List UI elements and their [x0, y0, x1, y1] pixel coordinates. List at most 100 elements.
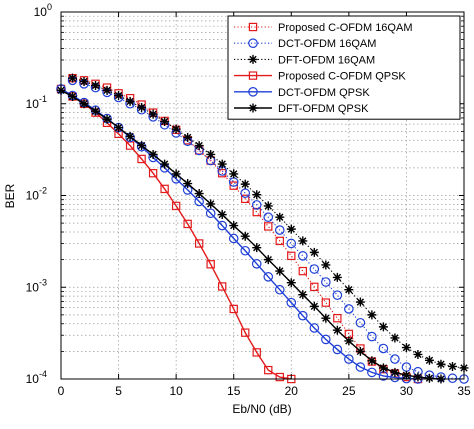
- x-tick-label: 0: [58, 384, 65, 398]
- data-point: [309, 323, 320, 333]
- series-line: [72, 79, 465, 380]
- series-5: [56, 85, 446, 384]
- data-point: [275, 372, 284, 382]
- data-point: [240, 231, 250, 241]
- series-3: [56, 84, 296, 384]
- data-point: [367, 356, 377, 366]
- data-point: [171, 201, 181, 211]
- data-point: [321, 298, 331, 307]
- legend-marker: [248, 54, 258, 64]
- data-point: [309, 264, 320, 274]
- data-point: [436, 359, 446, 369]
- x-tick-label: 15: [227, 384, 241, 398]
- data-point: [321, 277, 331, 287]
- data-point: [160, 117, 170, 127]
- legend-label: DCT-OFDM 16QAM: [278, 38, 376, 50]
- data-point: [332, 290, 343, 300]
- legend-marker: [248, 87, 258, 97]
- legend-label: Proposed C-OFDM 16QAM: [278, 22, 412, 34]
- data-point: [355, 297, 365, 307]
- data-point: [310, 282, 319, 292]
- series-2: [68, 73, 469, 373]
- data-point: [321, 313, 331, 323]
- data-point: [217, 210, 227, 220]
- data-point: [240, 245, 251, 256]
- data-point: [332, 344, 343, 355]
- data-point: [194, 239, 204, 248]
- data-point: [137, 154, 146, 164]
- data-point: [218, 282, 227, 291]
- data-point: [217, 159, 227, 169]
- y-tick-label: 10-1: [26, 94, 47, 111]
- data-point: [367, 331, 377, 342]
- data-point: [332, 325, 342, 335]
- data-point: [344, 304, 354, 314]
- data-point: [148, 109, 158, 119]
- data-point: [252, 243, 262, 253]
- data-point: [309, 247, 319, 257]
- data-point: [274, 284, 285, 295]
- data-point: [252, 190, 262, 200]
- data-point: [298, 290, 308, 300]
- series-line: [60, 89, 442, 380]
- data-point: [413, 349, 423, 359]
- data-point: [251, 259, 262, 269]
- data-point: [355, 346, 365, 356]
- data-point: [378, 363, 388, 373]
- data-point: [79, 76, 89, 86]
- data-point: [240, 188, 251, 198]
- data-point: [102, 85, 112, 95]
- data-point: [160, 159, 170, 169]
- data-point: [275, 212, 285, 222]
- x-tick-label: 10: [169, 384, 183, 398]
- data-point: [171, 124, 181, 134]
- data-point: [309, 301, 319, 311]
- x-tick-label: 20: [285, 384, 299, 398]
- data-point: [321, 334, 331, 345]
- data-point: [79, 99, 89, 109]
- data-point: [390, 354, 400, 364]
- data-point: [91, 106, 101, 116]
- data-point: [401, 343, 411, 353]
- data-point: [367, 367, 377, 378]
- data-point: [241, 194, 250, 204]
- data-point: [332, 272, 342, 282]
- data-point: [274, 225, 285, 235]
- data-point: [378, 322, 388, 332]
- legend-label: Proposed C-OFDM QPSK: [278, 71, 406, 83]
- data-point: [205, 208, 216, 219]
- data-point: [194, 189, 204, 199]
- data-point: [390, 367, 400, 377]
- data-point: [378, 343, 389, 354]
- data-point: [137, 103, 147, 113]
- data-point: [229, 304, 238, 314]
- data-point: [206, 199, 216, 209]
- data-point: [264, 222, 273, 231]
- data-point: [114, 91, 124, 101]
- data-point: [286, 278, 296, 288]
- data-point: [390, 333, 400, 343]
- data-point: [251, 200, 262, 210]
- data-point: [125, 131, 135, 141]
- series-layer: [56, 73, 469, 384]
- data-point: [217, 220, 227, 231]
- data-point: [263, 271, 274, 282]
- data-point: [68, 73, 78, 83]
- data-point: [229, 169, 239, 179]
- data-point: [321, 260, 331, 270]
- y-tick-label: 10-2: [26, 186, 47, 203]
- data-point: [424, 355, 434, 365]
- data-point: [344, 285, 354, 295]
- y-tick-label: 100: [34, 2, 52, 19]
- data-point: [286, 224, 296, 234]
- data-point: [275, 236, 284, 246]
- data-point: [206, 260, 215, 269]
- data-point: [344, 336, 354, 346]
- data-point: [263, 201, 273, 211]
- legend-marker: [248, 71, 258, 80]
- data-point: [424, 373, 434, 383]
- data-point: [183, 132, 193, 142]
- data-point: [286, 297, 297, 308]
- data-point: [194, 141, 204, 151]
- data-point: [287, 251, 296, 261]
